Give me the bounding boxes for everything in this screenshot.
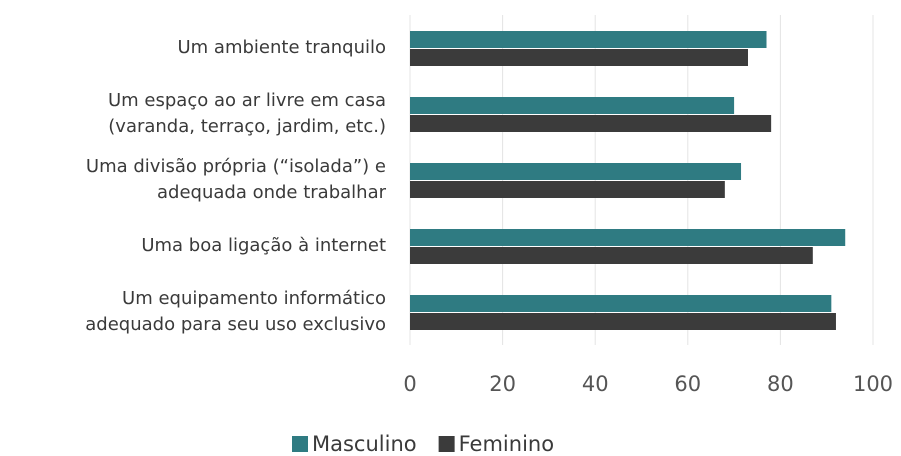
bar: [410, 115, 772, 132]
bar: [410, 313, 836, 330]
x-tick-label: 100: [853, 372, 893, 396]
x-tick-label: 20: [489, 372, 516, 396]
legend-swatch: [438, 436, 455, 452]
category-label: adequada onde trabalhar: [157, 182, 387, 203]
x-tick-label: 60: [674, 372, 701, 396]
category-label: Um ambiente tranquilo: [177, 37, 386, 58]
bar: [410, 247, 813, 264]
bar: [410, 181, 725, 198]
category-label: Um equipamento informático: [122, 288, 386, 309]
bar: [410, 295, 832, 312]
bar: [410, 229, 846, 246]
bar: [410, 163, 742, 180]
x-tick-label: 80: [767, 372, 794, 396]
legend-swatch: [292, 436, 308, 452]
category-label: (varanda, terraço, jardim, etc.): [108, 116, 386, 137]
legend-label: Feminino: [459, 432, 554, 456]
bar: [410, 49, 748, 66]
category-label: Uma boa ligação à internet: [141, 235, 386, 256]
x-tick-label: 0: [403, 372, 416, 396]
bar: [410, 31, 767, 48]
x-tick-label: 40: [582, 372, 609, 396]
category-label: Uma divisão própria (“isolada”) e: [86, 156, 386, 177]
bar: [410, 97, 735, 114]
category-label: adequado para seu uso exclusivo: [85, 314, 386, 335]
category-label: Um espaço ao ar livre em casa: [108, 90, 386, 111]
legend-label: Masculino: [312, 432, 417, 456]
